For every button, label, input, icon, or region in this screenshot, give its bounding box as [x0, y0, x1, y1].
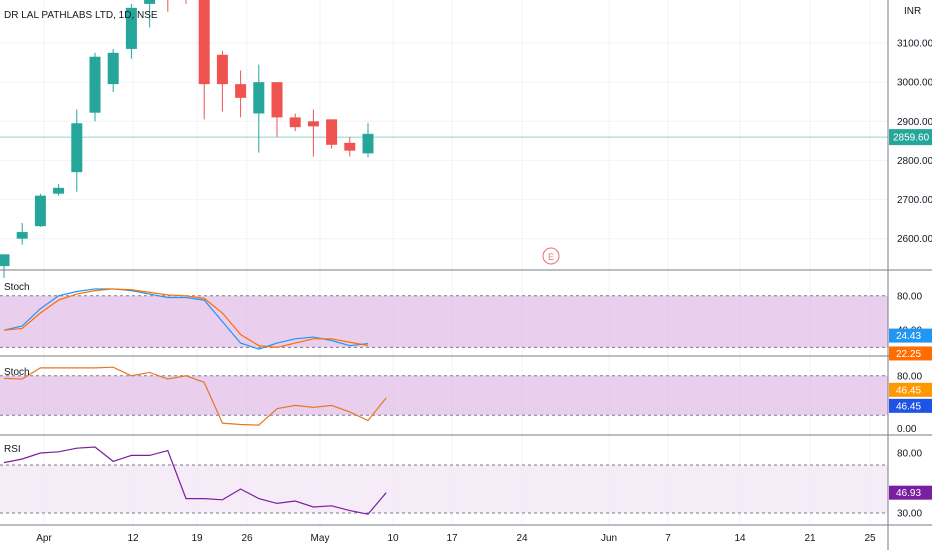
candle-body — [53, 187, 65, 194]
candle[interactable] — [362, 123, 374, 158]
price-tick-label: 2700.00 — [897, 195, 932, 206]
candle[interactable] — [71, 109, 83, 192]
indicator-value-tag — [889, 485, 932, 500]
time-tick-label: 25 — [864, 533, 876, 544]
candle[interactable] — [125, 3, 137, 59]
indicator-value-tag — [889, 382, 932, 397]
earnings-marker[interactable]: E — [542, 247, 560, 265]
time-tick-label: 7 — [665, 533, 671, 544]
candle[interactable] — [253, 64, 265, 153]
candle-body — [89, 56, 101, 113]
candle[interactable] — [162, 0, 173, 12]
time-tick-label: Jun — [601, 533, 617, 544]
indicator-line — [3, 446, 387, 515]
time-tick-label: 17 — [446, 533, 458, 544]
candle-body — [34, 195, 46, 227]
chart-title: DR LAL PATHLABS LTD, 1D, NSE — [4, 10, 158, 21]
price-axis[interactable]: 2600.00 2700.00 2800.00 2900.00 3000.00 3100.… — [889, 39, 932, 520]
indicator-line — [3, 288, 369, 350]
time-tick-label: 21 — [804, 533, 816, 544]
stoch-pane[interactable] — [0, 288, 888, 350]
candle-body — [198, 0, 210, 85]
candle[interactable] — [289, 113, 301, 132]
indicator-value-tag — [889, 398, 932, 413]
last-price-label: 2859.60 — [893, 133, 930, 144]
candle[interactable] — [0, 254, 10, 278]
candle-body — [362, 133, 374, 154]
band-fill — [0, 375, 888, 416]
indicator-value-label: 46.45 — [896, 401, 921, 412]
price-tick-label: 2800.00 — [897, 156, 932, 167]
time-tick-label: 14 — [734, 533, 746, 544]
candle-body — [16, 232, 28, 239]
rsi-pane[interactable] — [0, 446, 888, 515]
candle-body — [307, 121, 319, 127]
indicator-tick-label: 80.00 — [897, 291, 922, 302]
candle[interactable] — [216, 50, 228, 112]
time-axis[interactable]: Apr 12 19 26 May 10 17 24 Jun 7 14 21 25 — [36, 533, 876, 544]
candle-body — [271, 82, 283, 118]
time-tick-label: 24 — [516, 533, 528, 544]
indicator-value-tag — [889, 328, 932, 343]
candle[interactable] — [344, 136, 356, 157]
candle[interactable] — [53, 183, 65, 196]
time-tick-label: 19 — [191, 533, 203, 544]
candle[interactable] — [307, 109, 319, 157]
candle[interactable] — [198, 0, 210, 120]
time-tick-label: May — [311, 533, 330, 544]
stoch-label-2: Stoch — [4, 367, 30, 378]
indicator-value-label: 46.93 — [896, 488, 921, 499]
stoch-pane-2[interactable] — [0, 366, 888, 426]
time-tick-label: 10 — [387, 533, 399, 544]
indicator-value-label: 46.45 — [896, 385, 921, 396]
candle-body — [253, 82, 265, 114]
indicator-tick-label: 0.00 — [897, 424, 917, 435]
indicator-tick-label: 80.00 — [897, 371, 922, 382]
candle-body — [216, 54, 228, 85]
candle[interactable] — [271, 82, 283, 137]
candle-body — [326, 119, 338, 145]
indicator-value-label: 22.25 — [896, 349, 921, 360]
candle[interactable] — [34, 193, 46, 227]
candle-body — [125, 7, 137, 49]
indicator-tick-label: 30.00 — [897, 509, 922, 520]
time-tick-label: 12 — [127, 533, 139, 544]
price-tick-label: 3100.00 — [897, 39, 932, 50]
candle-body — [344, 142, 356, 151]
price-tick-label: 2600.00 — [897, 234, 932, 245]
stoch-label: Stoch — [4, 282, 30, 293]
price-tick-label: 2900.00 — [897, 117, 932, 128]
candle[interactable] — [181, 0, 192, 4]
candle-body — [107, 52, 119, 85]
candle[interactable] — [326, 119, 338, 149]
candle-body — [0, 254, 10, 267]
price-pane[interactable]: E — [0, 0, 888, 278]
last-price-tag — [889, 129, 932, 146]
time-tick-label: Apr — [36, 533, 52, 544]
indicator-tick-label: 80.00 — [897, 449, 922, 460]
candle[interactable] — [16, 223, 28, 245]
price-tick-label: 3000.00 — [897, 78, 932, 89]
indicator-value-label: 24.43 — [896, 331, 921, 342]
candle-body — [235, 84, 247, 98]
time-tick-label: 26 — [241, 533, 253, 544]
indicator-line — [3, 288, 369, 349]
earnings-circle — [542, 247, 560, 265]
candle-body — [289, 117, 301, 128]
candle[interactable] — [89, 52, 101, 122]
candle[interactable] — [144, 0, 156, 28]
candle-body — [144, 0, 156, 4]
band-fill — [0, 465, 888, 513]
candle-body — [71, 123, 83, 173]
indicator-line — [3, 366, 387, 426]
candle[interactable] — [107, 48, 119, 92]
indicator-value-tag — [889, 346, 932, 361]
rsi-label: RSI — [4, 444, 21, 455]
earnings-letter: E — [548, 252, 554, 262]
band-fill — [0, 295, 888, 348]
currency-label: INR — [904, 6, 921, 17]
candle[interactable] — [235, 70, 247, 118]
grid — [0, 0, 888, 525]
